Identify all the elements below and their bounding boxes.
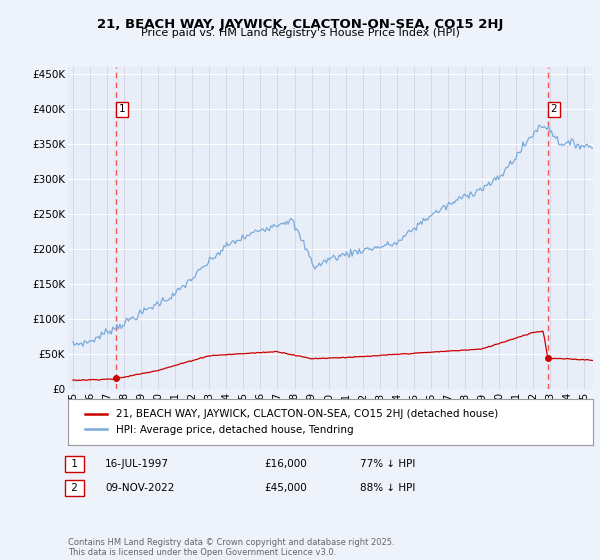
Text: 1: 1 (119, 104, 125, 114)
Text: Price paid vs. HM Land Registry's House Price Index (HPI): Price paid vs. HM Land Registry's House … (140, 28, 460, 38)
Legend: 21, BEACH WAY, JAYWICK, CLACTON-ON-SEA, CO15 2HJ (detached house), HPI: Average : 21, BEACH WAY, JAYWICK, CLACTON-ON-SEA, … (78, 403, 504, 441)
Text: 16-JUL-1997: 16-JUL-1997 (105, 459, 169, 469)
Text: Contains HM Land Registry data © Crown copyright and database right 2025.
This d: Contains HM Land Registry data © Crown c… (68, 538, 394, 557)
Text: 21, BEACH WAY, JAYWICK, CLACTON-ON-SEA, CO15 2HJ: 21, BEACH WAY, JAYWICK, CLACTON-ON-SEA, … (97, 18, 503, 31)
Text: 77% ↓ HPI: 77% ↓ HPI (360, 459, 415, 469)
Text: 2: 2 (68, 483, 81, 493)
Text: 1: 1 (68, 459, 81, 469)
Point (112, 374, 121, 382)
Point (543, 353, 553, 362)
Text: £16,000: £16,000 (264, 459, 307, 469)
Text: 88% ↓ HPI: 88% ↓ HPI (360, 483, 415, 493)
Text: £45,000: £45,000 (264, 483, 307, 493)
Text: 2: 2 (550, 104, 557, 114)
Text: 09-NOV-2022: 09-NOV-2022 (105, 483, 175, 493)
